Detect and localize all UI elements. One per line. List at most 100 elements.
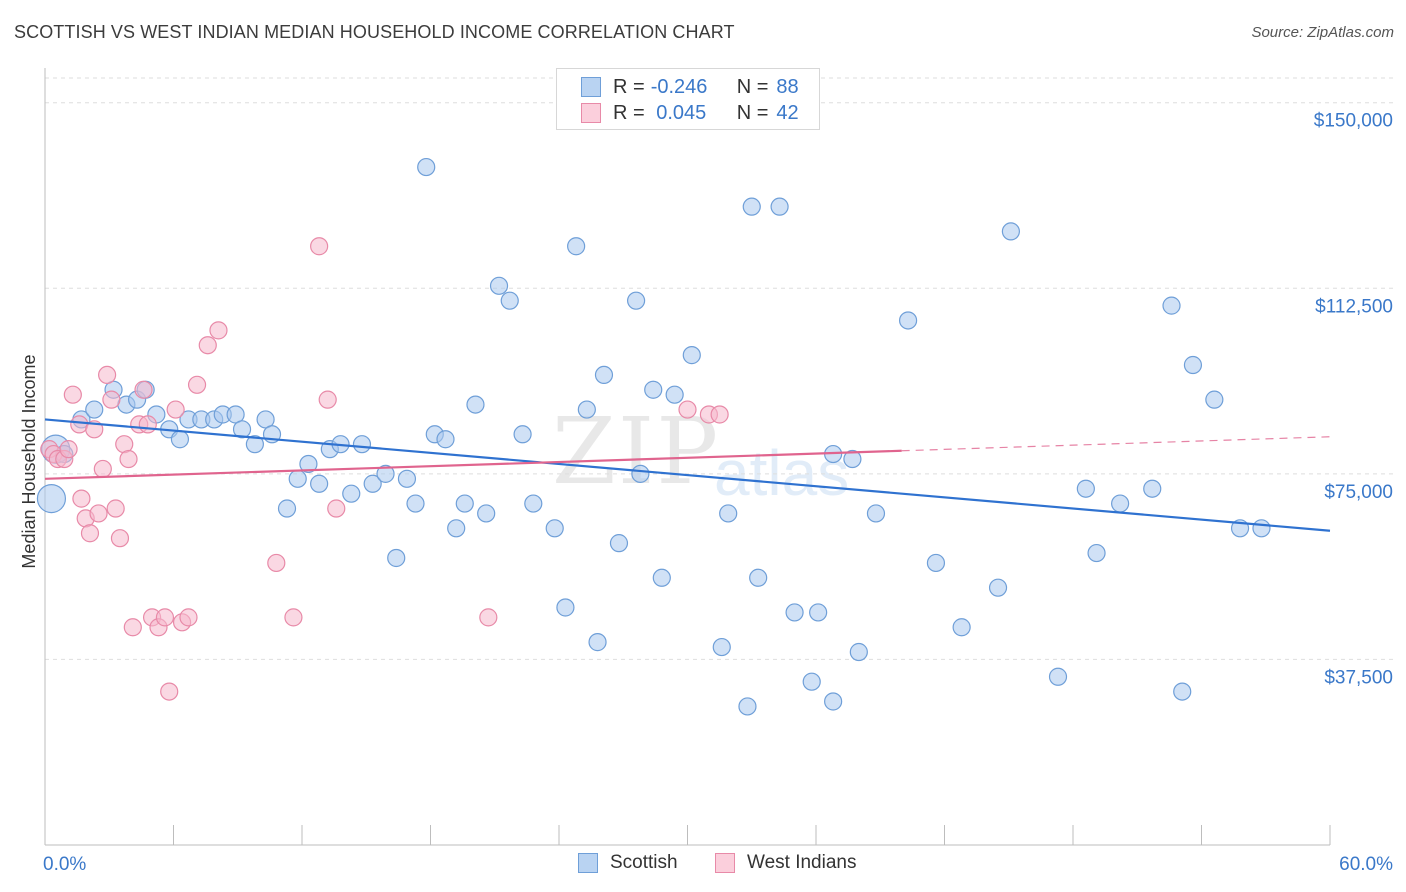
west-indians-point — [479, 608, 498, 627]
scottish-point — [1173, 682, 1192, 701]
scottish-point — [824, 692, 843, 711]
scottish-swatch — [578, 853, 598, 873]
n-label: N = — [736, 75, 769, 98]
scottish-point — [843, 449, 862, 469]
r-value: -0.246 — [650, 75, 708, 98]
scottish-point — [245, 435, 264, 454]
west-indians-point — [267, 553, 286, 573]
west-indians-point — [59, 440, 78, 459]
west-indians-trend-line — [44, 449, 902, 480]
west-indians-point — [198, 336, 217, 355]
scottish-point — [397, 469, 417, 488]
west-indians-swatch — [581, 103, 601, 123]
legend-row-west-indians: R = 0.045 N = 42 — [581, 100, 799, 126]
scottish-point — [352, 435, 372, 454]
r-label: R = — [613, 101, 645, 124]
scottish-point — [417, 157, 436, 177]
west-indians-point — [93, 459, 112, 479]
x-tick-label: 60.0% — [1339, 854, 1393, 875]
west-indians-point — [160, 682, 179, 701]
scottish-point — [466, 395, 485, 414]
west-indians-point — [106, 499, 125, 518]
scottish-point — [567, 237, 586, 256]
west-indians-point — [318, 390, 337, 409]
west-indians-point — [72, 489, 91, 508]
legend-label-scottish: Scottish — [610, 852, 678, 873]
y-tick-label: $112,500 — [1315, 296, 1393, 317]
r-value: 0.045 — [650, 101, 707, 124]
west-indians-point — [63, 385, 82, 404]
scottish-point — [310, 474, 329, 493]
scottish-point — [277, 499, 297, 518]
scottish-point — [665, 385, 684, 404]
scottish-point — [288, 469, 307, 488]
scottish-point — [770, 197, 789, 216]
chart-title: SCOTTISH VS WEST INDIAN MEDIAN HOUSEHOLD… — [14, 22, 735, 42]
scottish-point — [749, 568, 768, 587]
scottish-point — [926, 553, 946, 573]
west-indians-point — [310, 237, 329, 256]
legend-item-west-indians: West Indians — [715, 852, 856, 874]
scottish-point — [545, 519, 564, 538]
west-indians-point — [102, 390, 121, 409]
scottish-point — [898, 311, 918, 330]
scottish-point — [489, 276, 509, 295]
west-indians-point — [123, 618, 142, 637]
west-indians-point — [327, 499, 346, 518]
west-indians-point — [98, 365, 117, 385]
scottish-point — [609, 534, 629, 553]
scottish-point — [299, 454, 318, 474]
scottish-trend-line — [44, 418, 1331, 532]
scottish-point — [455, 494, 474, 513]
scottish-point — [712, 637, 731, 657]
scottish-point — [232, 420, 252, 439]
west-indians-point — [134, 380, 153, 399]
west-indians-point — [209, 321, 228, 340]
scottish-point — [1252, 519, 1271, 538]
scottish-point — [742, 197, 761, 216]
correlation-legend: R = -0.246 N = 88 R = 0.045 N = 42 — [556, 68, 820, 130]
scottish-point — [500, 291, 519, 310]
scottish-point — [406, 494, 425, 513]
scottish-point — [652, 568, 671, 587]
scottish-point — [447, 519, 466, 538]
west-indians-point — [678, 400, 697, 419]
scottish-point — [1162, 296, 1181, 315]
scottish-point — [170, 430, 190, 449]
scottish-point — [577, 400, 596, 419]
west-indians-point — [284, 608, 303, 627]
scottish-point — [556, 598, 575, 617]
scottish-point — [785, 603, 804, 622]
scottish-point — [952, 618, 971, 637]
scottish-point — [477, 504, 496, 523]
scottish-point — [363, 474, 382, 493]
scottish-point — [1111, 494, 1130, 513]
west-indians-point — [110, 529, 130, 548]
scottish-point — [524, 494, 543, 513]
scottish-point — [988, 578, 1008, 597]
scottish-point — [682, 346, 701, 365]
scottish-point — [644, 380, 663, 399]
x-tick-label: 0.0% — [43, 854, 86, 875]
west-indians-point — [179, 608, 198, 627]
west-indians-point — [89, 504, 108, 523]
scottish-point — [342, 484, 361, 503]
west-indians-swatch — [715, 853, 735, 873]
source-label: Source: ZipAtlas.com — [1251, 24, 1394, 41]
legend-row-scottish: R = -0.246 N = 88 — [581, 74, 799, 100]
scottish-point — [1087, 543, 1106, 563]
scottish-point — [1076, 479, 1095, 498]
west-indians-point — [155, 608, 175, 627]
n-value: 42 — [776, 101, 799, 124]
west-indians-point — [138, 415, 157, 434]
scottish-point — [513, 425, 532, 444]
scottish-point — [1001, 222, 1020, 241]
n-label: N = — [736, 101, 769, 124]
scottish-swatch — [581, 77, 601, 97]
scottish-point — [1205, 390, 1224, 409]
series-legend: Scottish West Indians — [0, 852, 1406, 878]
scottish-point — [719, 504, 738, 523]
scottish-point — [1048, 667, 1068, 686]
legend-item-scottish: Scottish — [578, 852, 678, 874]
